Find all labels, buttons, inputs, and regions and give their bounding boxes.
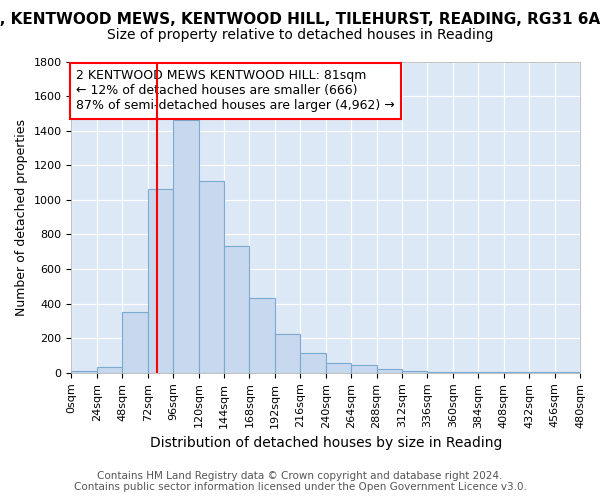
Bar <box>453 372 478 373</box>
Bar <box>199 181 224 373</box>
Bar <box>97 367 122 373</box>
Bar <box>224 246 250 373</box>
Bar <box>71 371 97 373</box>
Bar <box>554 372 580 373</box>
Bar <box>529 372 554 373</box>
Bar <box>427 372 453 373</box>
Bar <box>173 120 199 373</box>
Bar <box>478 372 504 373</box>
Bar <box>351 365 377 373</box>
Bar <box>148 190 173 373</box>
Y-axis label: Number of detached properties: Number of detached properties <box>15 118 28 316</box>
X-axis label: Distribution of detached houses by size in Reading: Distribution of detached houses by size … <box>149 436 502 450</box>
Bar <box>326 364 351 373</box>
Text: 2 KENTWOOD MEWS KENTWOOD HILL: 81sqm
← 12% of detached houses are smaller (666)
: 2 KENTWOOD MEWS KENTWOOD HILL: 81sqm ← 1… <box>76 70 395 112</box>
Text: Contains HM Land Registry data © Crown copyright and database right 2024.
Contai: Contains HM Land Registry data © Crown c… <box>74 471 526 492</box>
Bar <box>402 371 427 373</box>
Text: 2, KENTWOOD MEWS, KENTWOOD HILL, TILEHURST, READING, RG31 6AE: 2, KENTWOOD MEWS, KENTWOOD HILL, TILEHUR… <box>0 12 600 28</box>
Bar <box>122 312 148 373</box>
Bar <box>250 298 275 373</box>
Bar <box>377 370 402 373</box>
Bar <box>275 334 300 373</box>
Bar <box>504 372 529 373</box>
Bar <box>300 353 326 373</box>
Text: Size of property relative to detached houses in Reading: Size of property relative to detached ho… <box>107 28 493 42</box>
